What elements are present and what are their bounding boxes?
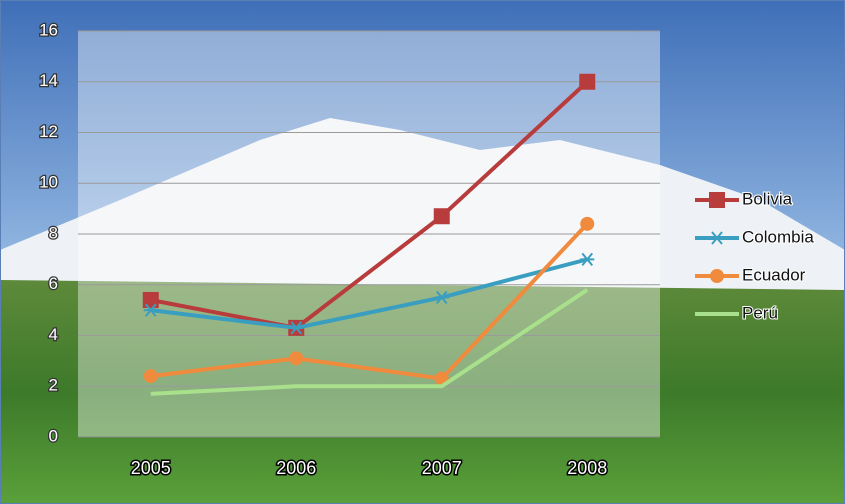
series-line bbox=[150, 80, 589, 331]
marker bbox=[143, 369, 158, 384]
marker bbox=[434, 290, 449, 305]
y-tick-label: 4 bbox=[49, 325, 58, 344]
marker bbox=[289, 321, 304, 335]
x-tick-label: 2006 bbox=[276, 458, 316, 478]
y-tick-label: 0 bbox=[49, 426, 58, 445]
y-tick-label: 12 bbox=[39, 122, 58, 141]
y-tick-label: 10 bbox=[39, 173, 58, 192]
legend-label: Perú bbox=[742, 303, 778, 322]
marker bbox=[143, 303, 158, 317]
y-tick-label: 8 bbox=[49, 223, 58, 242]
y-tick-label: 14 bbox=[39, 71, 58, 90]
legend-label: Colombia bbox=[742, 227, 814, 246]
y-tick-label: 16 bbox=[39, 20, 58, 39]
legend-label: Ecuador bbox=[742, 265, 806, 284]
y-tick-label: 6 bbox=[49, 274, 58, 293]
series-line bbox=[150, 257, 588, 330]
marker bbox=[579, 73, 596, 90]
marker bbox=[710, 269, 724, 283]
series-line bbox=[150, 288, 589, 396]
marker bbox=[709, 192, 725, 208]
x-tick-label: 2008 bbox=[567, 458, 607, 478]
x-tick-label: 2005 bbox=[131, 458, 171, 478]
marker bbox=[142, 291, 159, 308]
y-tick-label: 2 bbox=[49, 376, 58, 395]
marker bbox=[289, 351, 304, 366]
marker bbox=[580, 252, 595, 267]
x-tick-label: 2007 bbox=[422, 458, 462, 478]
marker bbox=[580, 216, 595, 231]
series-line bbox=[150, 222, 589, 381]
marker bbox=[710, 231, 724, 245]
marker bbox=[433, 208, 450, 225]
legend-label: Bolivia bbox=[742, 189, 793, 208]
